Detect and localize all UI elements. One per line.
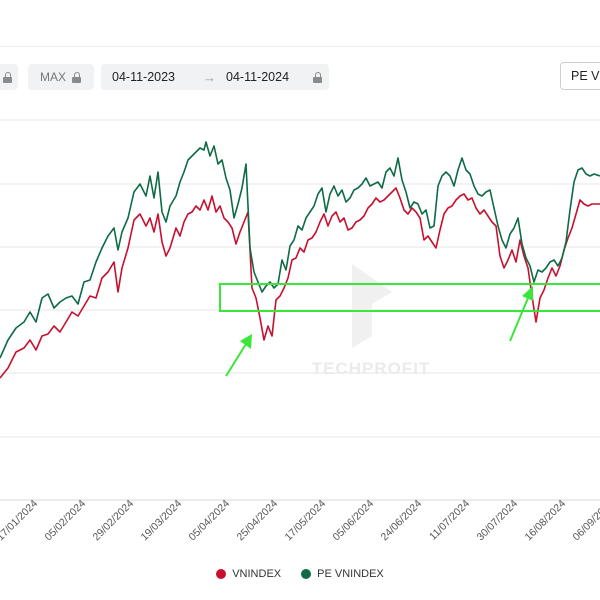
x-tick-label: 05/06/2024 — [330, 498, 376, 544]
legend-item-vnindex[interactable]: VNINDEX — [216, 568, 281, 580]
date-to[interactable]: 04-11-2024 — [226, 70, 290, 84]
legend-label-pe-vnindex: PE VNINDEX — [317, 568, 384, 580]
x-tick-label: 30/07/2024 — [474, 498, 520, 544]
x-axis-ticks: 17/01/2024 05/02/2024 29/02/2024 19/03/2024… — [0, 498, 600, 544]
chart-series — [0, 141, 600, 379]
series-line-pe-vnindex — [0, 141, 600, 359]
lock-icon — [3, 72, 12, 83]
watermark-logo-icon — [352, 264, 392, 348]
toolbar: MAX 04-11-2023 → 04-11-2024 — [0, 64, 600, 92]
range-button-max[interactable]: MAX — [28, 64, 94, 90]
chart-annotations — [219, 283, 600, 377]
x-tick-label: 17/05/2024 — [282, 498, 328, 544]
x-tick-label: 19/03/2024 — [138, 498, 184, 544]
x-tick-label: 11/07/2024 — [427, 498, 472, 543]
lock-icon — [72, 72, 82, 83]
x-tick-label: 25/04/2024 — [234, 498, 280, 544]
watermark-text: TECHPROFIT — [312, 359, 431, 378]
arrow-right-icon: → — [203, 69, 217, 85]
x-tick-label: 05/04/2024 — [186, 498, 232, 544]
x-tick-label: 16/08/2024 — [522, 498, 568, 544]
x-tick-label: 24/06/2024 — [378, 498, 424, 544]
x-tick-label: 17/01/2024 — [0, 498, 40, 544]
legend-dot-pe-vnindex — [301, 569, 312, 579]
support-zone-box — [219, 283, 600, 312]
date-range-picker[interactable]: 04-11-2023 → 04-11-2024 — [101, 64, 329, 90]
metric-select-value: PE VNINDEX — [571, 69, 600, 83]
legend-label-vnindex: VNINDEX — [232, 568, 282, 580]
chart-legend: VNINDEX PE VNINDEX — [0, 568, 600, 580]
metric-select[interactable]: PE VNINDEX — [560, 62, 600, 90]
annotation-arrow-left-head — [240, 334, 252, 349]
x-tick-label: 29/02/2024 — [90, 498, 136, 544]
header-divider — [0, 46, 600, 47]
range-button-max-label: MAX — [40, 70, 67, 84]
series-line-vnindex — [0, 187, 600, 379]
annotation-arrow-right — [509, 297, 529, 342]
annotation-arrow-left — [225, 343, 247, 377]
date-from[interactable]: 04-11-2023 — [112, 70, 176, 84]
lock-icon — [313, 72, 323, 83]
chart-grid — [0, 119, 600, 501]
x-tick-label: 05/02/2024 — [42, 498, 88, 544]
legend-dot-vnindex — [216, 569, 227, 579]
x-tick-label: 06/09/2024 — [570, 498, 600, 544]
legend-item-pe-vnindex[interactable]: PE VNINDEX — [301, 568, 384, 580]
annotation-arrow-right-head — [522, 286, 533, 301]
range-button-previous[interactable] — [0, 64, 18, 90]
watermark: TECHPROFIT — [312, 264, 431, 378]
